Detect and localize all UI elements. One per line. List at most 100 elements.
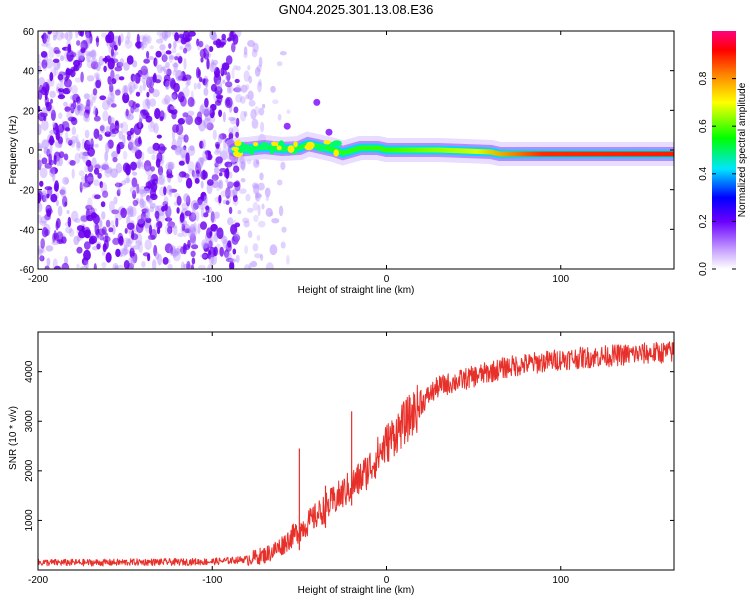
colorbar-tick-label: 0.4 xyxy=(698,166,709,180)
spectrogram-cell xyxy=(139,112,144,122)
spectrogram-cell xyxy=(112,237,120,245)
spectrogram-cell xyxy=(189,224,197,236)
spectrogram-cell xyxy=(206,179,214,186)
spectrogram-cell xyxy=(121,248,129,255)
spectrogram-cell xyxy=(170,246,174,255)
spectrogram-x-axis-label: Height of straight line (km) xyxy=(298,285,415,296)
spectrogram-cell xyxy=(114,120,119,126)
spectrogram-cell xyxy=(60,186,67,198)
spectrogram-cell xyxy=(102,251,106,256)
spectrogram-cell xyxy=(191,213,196,220)
spectrogram-cell xyxy=(105,125,110,134)
spectrogram-cell xyxy=(225,55,233,65)
y-tick-label: 20 xyxy=(23,106,35,117)
spectrogram-cell xyxy=(143,222,149,230)
spectrogram-cell xyxy=(204,106,210,115)
spectrogram-cell xyxy=(132,146,140,151)
spectrogram-cell xyxy=(178,125,183,130)
spectrogram-cell xyxy=(233,231,240,242)
spectrogram-cell xyxy=(132,190,137,199)
spectrogram-cell xyxy=(177,172,183,183)
spectrogram-cell xyxy=(182,87,190,98)
spectrogram-cell xyxy=(186,260,191,269)
x-tick-label: 100 xyxy=(552,274,569,285)
spectrogram-cell xyxy=(252,243,259,252)
spectrogram-cell xyxy=(248,100,256,107)
spectrogram-cell xyxy=(40,112,48,118)
spectrogram-cell xyxy=(168,43,172,49)
spectrogram-cell xyxy=(233,106,239,114)
spectrogram-cell xyxy=(253,184,260,195)
spectrogram-cell xyxy=(114,182,123,188)
ridge-blob xyxy=(248,148,254,155)
spectrogram-cell xyxy=(251,49,258,58)
spectrogram-cell xyxy=(87,172,94,185)
spectrogram-cell xyxy=(129,85,133,95)
spectrogram-cell xyxy=(155,50,162,58)
spectrogram-cell xyxy=(142,81,146,91)
spectrogram-cell xyxy=(211,58,214,69)
spectrogram-cell xyxy=(252,42,259,53)
spectrogram-cell xyxy=(75,134,79,144)
spectrogram-cell xyxy=(115,217,119,228)
spectrogram-cell xyxy=(74,152,81,164)
spectrogram-cell xyxy=(234,87,242,93)
spectrogram-cell xyxy=(255,194,259,200)
ridge-blob xyxy=(253,142,259,147)
spectrogram-cell xyxy=(152,89,160,98)
spectrogram-cell xyxy=(50,193,58,203)
spectrogram-cell xyxy=(157,177,165,185)
spectrogram-cell xyxy=(174,56,179,61)
spectrogram-cell xyxy=(66,49,74,62)
spectrogram-cell xyxy=(163,186,167,196)
spectrogram-cell xyxy=(39,180,44,187)
spectrogram-cell xyxy=(129,245,135,252)
spectrogram-cell xyxy=(83,109,90,119)
spectrogram-cell xyxy=(131,141,138,152)
spectrogram-cell xyxy=(225,251,229,260)
spectrogram-cell xyxy=(225,167,230,180)
spectrogram-cell xyxy=(91,58,98,64)
spectrogram-cell xyxy=(99,95,107,101)
spectrogram-cell xyxy=(208,240,213,249)
spectrogram-cell xyxy=(175,123,184,135)
spectrogram-cell xyxy=(212,129,217,141)
spectrogram-cell xyxy=(80,266,88,269)
spectrogram-cell xyxy=(265,207,273,217)
spectrogram-cell xyxy=(202,109,208,117)
spectrogram-cell xyxy=(286,254,290,265)
spectrogram-cell xyxy=(232,188,238,197)
spectrogram-cell xyxy=(175,69,184,82)
spectrogram-cell xyxy=(225,200,230,205)
spectrogram-cell xyxy=(76,101,83,114)
spectrogram-cell xyxy=(228,258,237,263)
spectrogram-cell xyxy=(185,177,193,189)
spectrogram-cell xyxy=(257,81,262,93)
x-tick-label: 100 xyxy=(552,575,569,586)
spectrogram-cell xyxy=(59,189,66,195)
spectrogram-cell xyxy=(136,183,140,194)
spectrogram-cell xyxy=(191,244,199,250)
spectrogram-cell xyxy=(258,56,263,68)
y-tick-label: 4000 xyxy=(24,360,35,383)
spectrogram-cell xyxy=(122,162,130,173)
spectrogram-cell xyxy=(58,156,63,167)
spectrogram-cell xyxy=(49,72,54,82)
spectrogram-cell xyxy=(265,262,274,269)
spectrogram-blob xyxy=(313,98,321,106)
spectrogram-cell xyxy=(76,263,80,269)
spectrogram-cell xyxy=(247,65,251,71)
spectrogram-cell xyxy=(79,181,88,190)
spectrogram-cell xyxy=(119,122,124,129)
spectrogram-cell xyxy=(201,207,204,218)
spectrogram-cell xyxy=(180,71,186,81)
spectrogram-cell xyxy=(83,181,91,188)
spectrogram-cell xyxy=(157,211,166,224)
spectrogram-cell xyxy=(71,168,75,179)
spectrogram-cell xyxy=(146,91,150,98)
spectrogram-cell xyxy=(160,66,165,72)
spectrogram-cell xyxy=(200,192,204,203)
spectrogram-cell xyxy=(71,126,77,136)
spectrogram-cell xyxy=(39,254,44,261)
spectrogram-cell xyxy=(94,164,101,170)
